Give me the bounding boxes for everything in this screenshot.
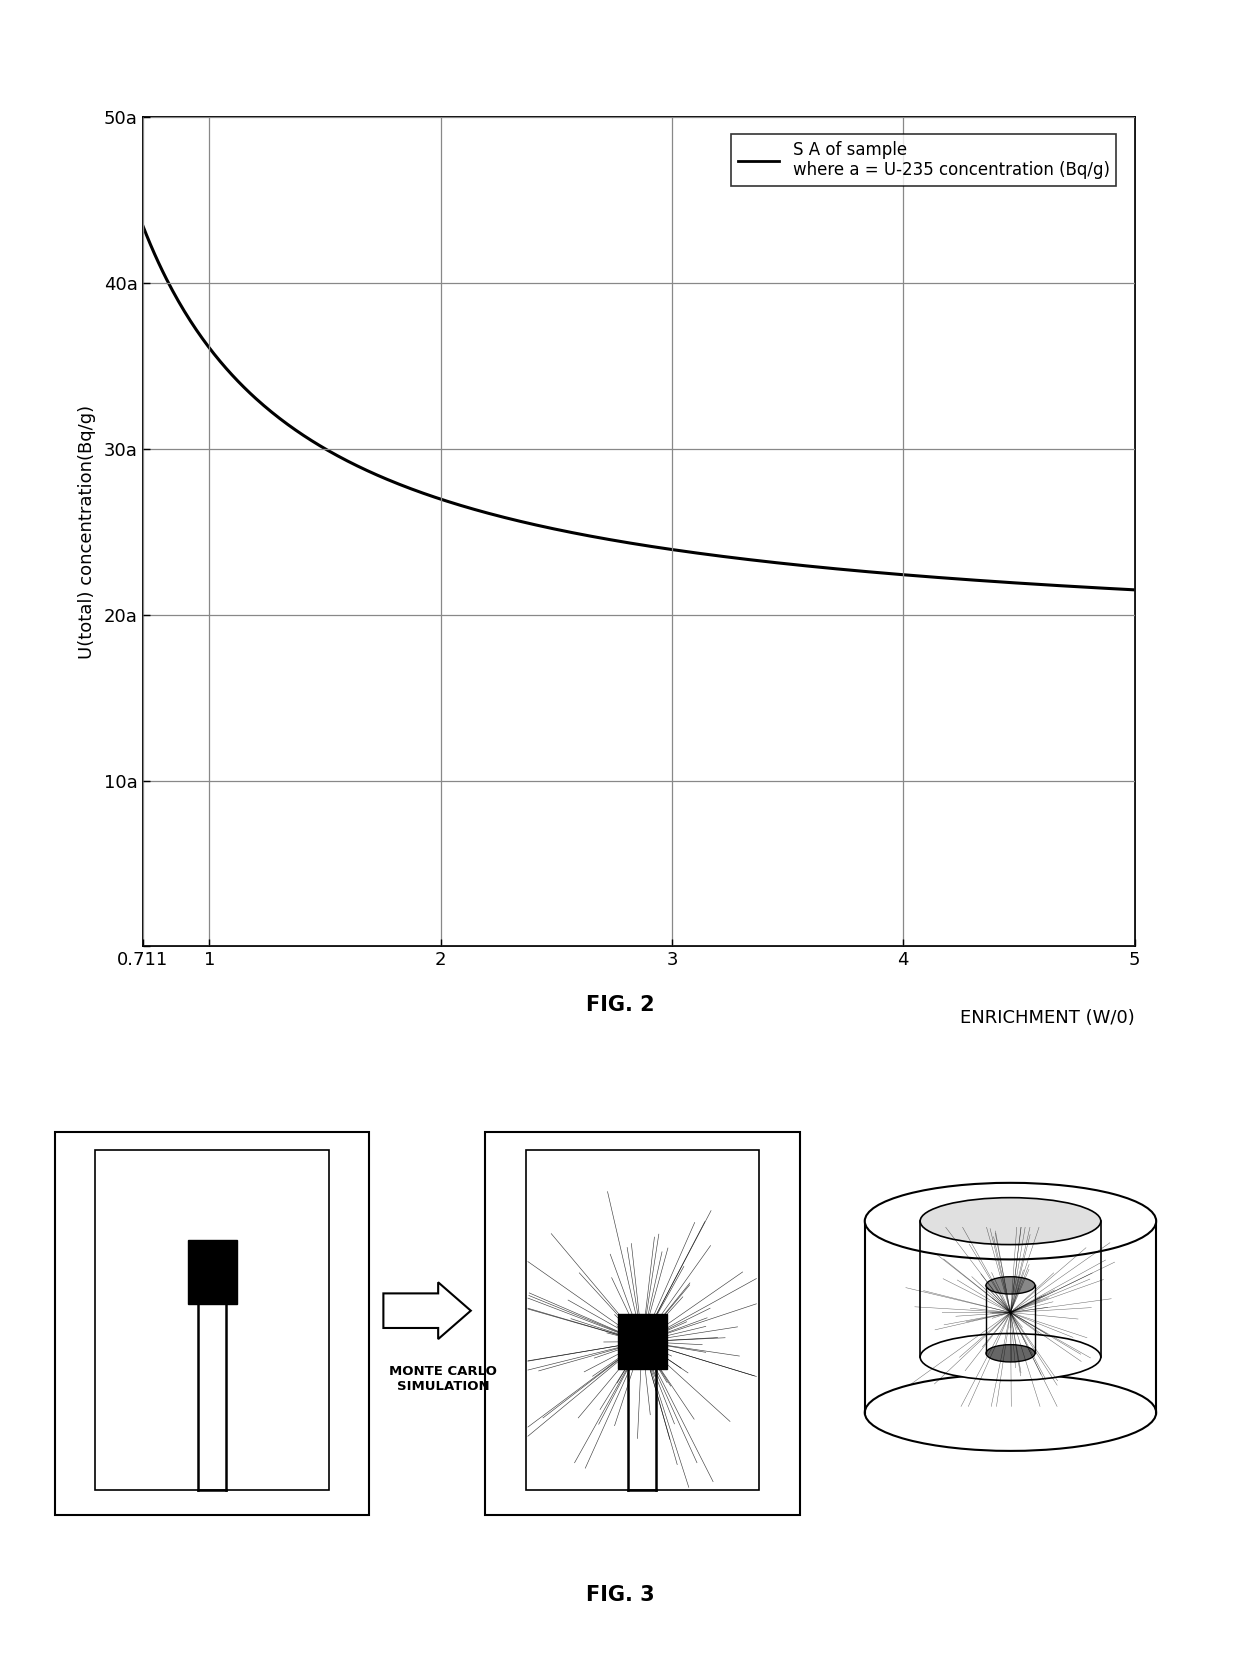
Bar [55, 1132, 370, 1514]
Bar [95, 1151, 329, 1489]
Text: FIG. 3: FIG. 3 [585, 1585, 655, 1605]
Legend: S A of sample
where a = U-235 concentration (Bq/g): S A of sample where a = U-235 concentrat… [732, 134, 1116, 186]
Text: ENRICHMENT (W/0): ENRICHMENT (W/0) [960, 1008, 1135, 1027]
Ellipse shape [986, 1276, 1035, 1295]
Ellipse shape [864, 1183, 1156, 1260]
Bar [618, 1315, 667, 1368]
Ellipse shape [920, 1333, 1101, 1380]
Bar [187, 1240, 237, 1303]
Ellipse shape [920, 1198, 1101, 1245]
Y-axis label: U(total) concentration(Bq/g): U(total) concentration(Bq/g) [78, 405, 95, 658]
Ellipse shape [986, 1345, 1035, 1362]
FancyArrow shape [383, 1283, 471, 1338]
Text: FIG. 2: FIG. 2 [585, 995, 655, 1015]
Text: MONTE CARLO
SIMULATION: MONTE CARLO SIMULATION [389, 1365, 497, 1392]
Bar [485, 1132, 800, 1514]
Bar [526, 1151, 759, 1489]
Ellipse shape [864, 1374, 1156, 1451]
